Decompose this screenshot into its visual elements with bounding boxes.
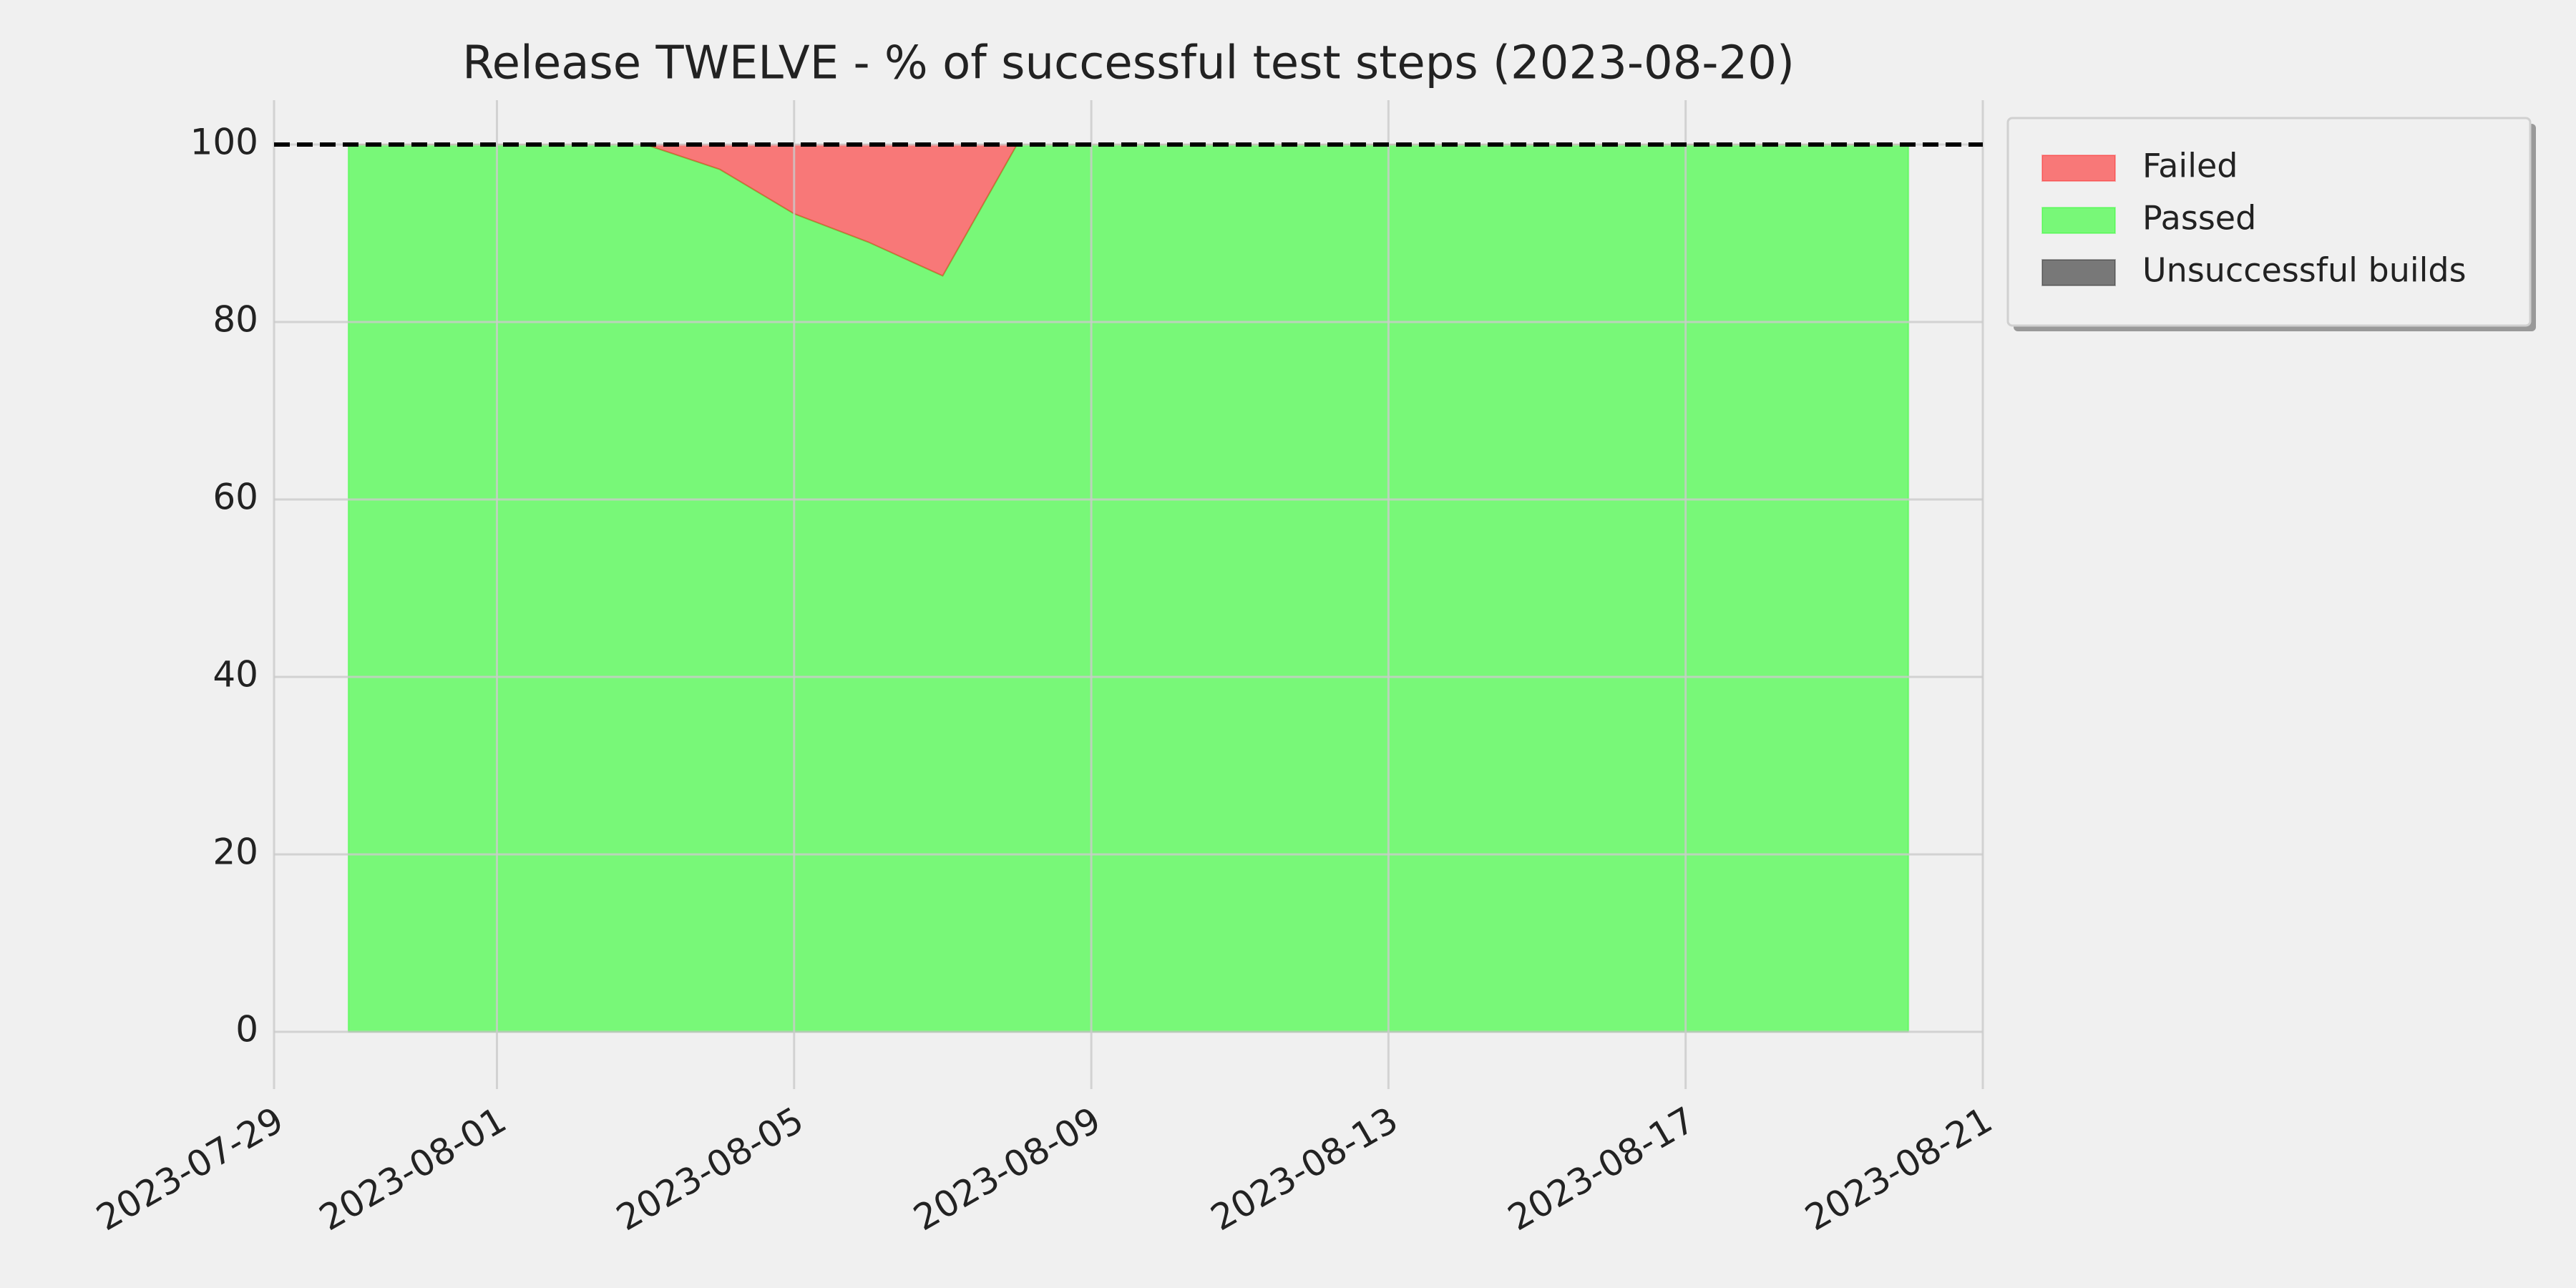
- legend-label: Passed: [2142, 199, 2256, 238]
- y-tick-label: 100: [190, 122, 258, 163]
- area: [347, 144, 1910, 1033]
- legend-box: [2006, 117, 2532, 327]
- legend-swatch: [2041, 155, 2116, 182]
- y-tick-label: 20: [213, 831, 258, 873]
- legend-swatch: [2041, 259, 2116, 286]
- y-tick-label: 0: [235, 1009, 258, 1050]
- legend-label: Unsuccessful builds: [2142, 251, 2467, 290]
- y-tick-label: 60: [213, 477, 258, 518]
- legend-swatch: [2041, 207, 2116, 234]
- y-tick-label: 80: [213, 299, 258, 341]
- chart-title: Release TWELVE - % of successful test st…: [462, 37, 1795, 90]
- y-tick-label: 40: [213, 654, 258, 696]
- legend: Failed Passed Unsuccessful builds: [2006, 117, 2536, 331]
- legend-label: Failed: [2142, 147, 2238, 185]
